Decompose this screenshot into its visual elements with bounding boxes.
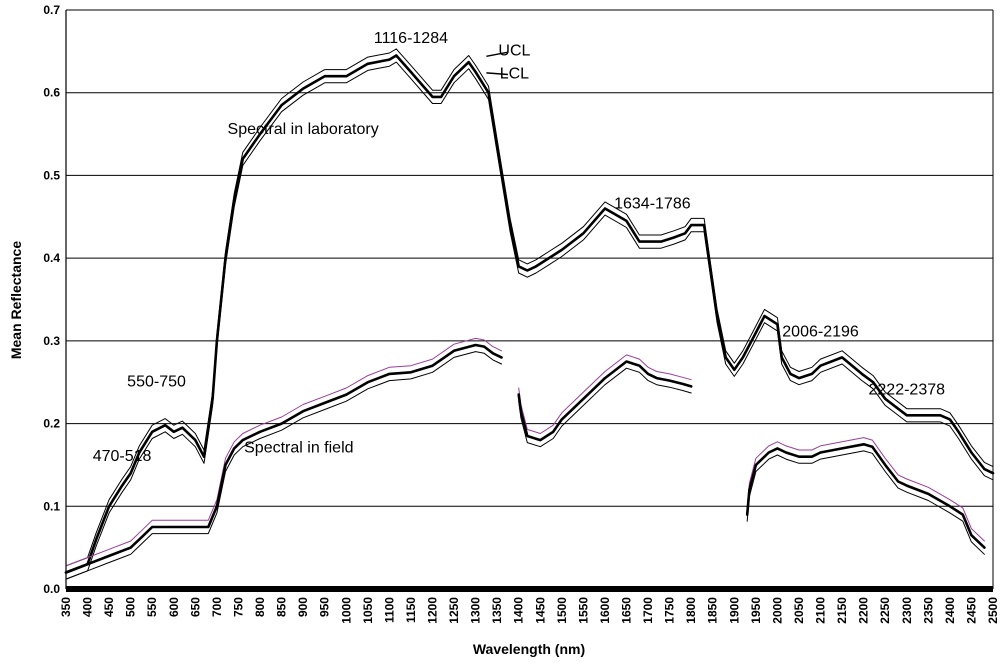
x-tick-label: 850 [275, 597, 289, 617]
y-tick-label: 0.0 [43, 582, 60, 596]
y-tick-label: 0.4 [43, 251, 60, 265]
series-mean-line-2 [517, 360, 693, 442]
x-tick-label: 900 [296, 597, 310, 617]
lcl-pointer [486, 72, 508, 76]
x-tick-label: 1700 [641, 597, 655, 624]
x-tick-label: 750 [231, 597, 245, 617]
x-tick-label: 550 [145, 597, 159, 617]
x-tick-label: 2150 [835, 597, 849, 624]
x-tick-label: 1400 [512, 597, 526, 624]
x-tick-label: 700 [210, 597, 224, 617]
x-tick-label: 1200 [425, 597, 439, 624]
series-ucl-line [65, 337, 502, 567]
y-tick-labels: 0.0 0.1 0.2 0.3 0.4 0.5 0.6 0.7 [43, 3, 60, 596]
x-tick-label: 2050 [792, 597, 806, 624]
gridlines [66, 9, 994, 589]
x-tick-label: 1350 [490, 597, 504, 624]
annotation-label: LCL [500, 66, 529, 83]
x-tick-label: 2500 [986, 597, 1000, 624]
x-tick-label: 600 [167, 597, 181, 617]
annotation-label: Spectral in laboratory [228, 121, 379, 138]
series-mean-line-1 [64, 343, 503, 574]
annotation-label: 550-750 [127, 373, 186, 390]
annotation-label: 2222-2378 [869, 382, 946, 399]
ucl-pointer [486, 51, 509, 58]
x-tick-label: 2100 [814, 597, 828, 624]
annotation-label: 2006-2196 [782, 324, 859, 341]
y-tick-label: 0.2 [43, 417, 60, 431]
x-tick-labels: 350 400 450 500 550 600 650 700 750 800 850 900 950 1… [59, 597, 1000, 624]
series-ucl-line [746, 437, 985, 542]
annotation-label: UCL [498, 42, 530, 59]
x-tick-label: 350 [59, 597, 73, 617]
x-tick-label: 950 [318, 597, 332, 617]
x-tick-label: 1000 [339, 597, 353, 624]
x-tick-label: 1650 [620, 597, 634, 624]
x-tick-label: 1300 [469, 597, 483, 624]
ucl-lcl-pointers [486, 51, 509, 76]
x-tick-label: 1050 [361, 597, 375, 624]
annotation-label: 470-518 [93, 448, 152, 465]
axes [65, 10, 993, 592]
series-lcl-line [518, 367, 692, 448]
x-tick-label: 1900 [727, 597, 741, 624]
series-ucl-line [65, 48, 994, 567]
annotation-label: Spectral in field [244, 440, 353, 457]
series-lcl-line [65, 351, 502, 580]
x-tick-label: 2400 [943, 597, 957, 624]
x-tick-label: 1100 [382, 597, 396, 623]
x-tick-label: 1600 [598, 597, 612, 624]
series-mean-line-3 [745, 443, 986, 549]
y-tick-label: 0.3 [43, 334, 60, 348]
x-tick-label: 2200 [857, 597, 871, 624]
x-tick-label: 1750 [663, 597, 677, 624]
x-tick-label: 500 [124, 597, 138, 617]
annotation-label: 1634-1786 [614, 196, 691, 213]
x-tick-label: 450 [102, 597, 116, 617]
x-tick-label: 2450 [964, 597, 978, 624]
x-tick-label: 2000 [770, 597, 784, 624]
series-group [64, 48, 995, 580]
y-axis-title: Mean Reflectance [8, 241, 24, 359]
x-tick-label: 400 [81, 597, 95, 617]
annotation-label: 1116-1284 [374, 30, 448, 47]
x-tick-label: 2250 [878, 597, 892, 624]
annotations: 470-518 550-750 1116-1284 UCL LCL Spectral in… [93, 30, 945, 465]
series-lcl-line [746, 450, 985, 555]
x-tick-label: 650 [188, 597, 202, 617]
x-tick-label: 1500 [555, 597, 569, 624]
x-tick-label: 1800 [684, 597, 698, 624]
x-tick-label: 1850 [706, 597, 720, 624]
x-tick-label: 1450 [533, 597, 547, 624]
x-tick-label: 800 [253, 597, 267, 617]
series-lcl-line [65, 61, 994, 580]
y-tick-label: 0.5 [43, 168, 60, 182]
x-tick-label: 1150 [404, 597, 418, 623]
x-tick-label: 1950 [749, 597, 763, 624]
x-tick-label: 1550 [576, 597, 590, 624]
series-mean-line-0 [64, 54, 995, 574]
x-tick-label: 2300 [900, 597, 914, 624]
y-tick-label: 0.1 [43, 499, 60, 513]
x-tick-label: 2350 [921, 597, 935, 624]
y-tick-label: 0.7 [43, 3, 60, 17]
series-ucl-line [518, 354, 692, 434]
x-tick-label: 1250 [447, 597, 461, 624]
y-tick-label: 0.6 [43, 86, 60, 100]
x-axis-title: Wavelength (nm) [473, 641, 585, 657]
